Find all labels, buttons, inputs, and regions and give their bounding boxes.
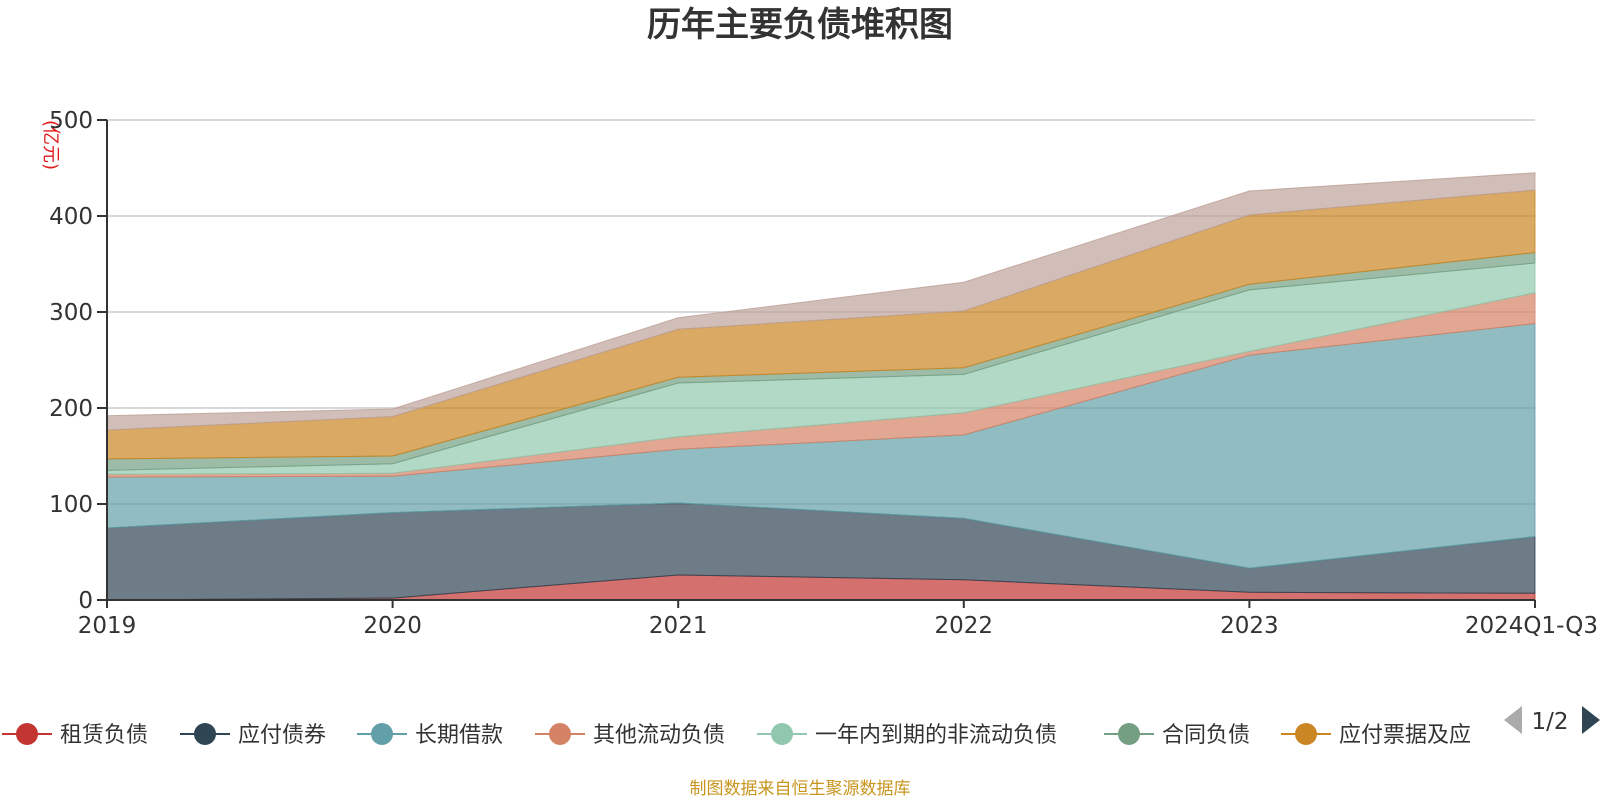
legend-label: 租赁负债 <box>60 723 148 748</box>
x-tick-label: 2024Q1-Q3 <box>1465 613 1598 639</box>
legend-label: 一年内到期的非流动负债 <box>815 723 1057 748</box>
legend-next-icon[interactable] <box>1582 706 1600 734</box>
y-axis-unit: (亿元) <box>40 120 61 170</box>
legend-marker-icon <box>194 723 216 745</box>
legend-item[interactable]: 租赁负债 <box>2 723 148 748</box>
legend-label: 其他流动负债 <box>593 723 725 748</box>
y-tick-label: 500 <box>49 108 93 134</box>
legend-item[interactable]: 应付票据及应 <box>1281 723 1471 748</box>
legend-page-indicator: 1/2 <box>1531 709 1568 735</box>
legend-label: 合同负债 <box>1162 723 1250 748</box>
legend-item[interactable]: 应付债券 <box>180 723 326 748</box>
legend-marker-icon <box>549 723 571 745</box>
x-tick-label: 2023 <box>1220 613 1279 639</box>
legend-label: 长期借款 <box>415 723 503 748</box>
axes: 0 100 200 300 400 500 2019 2020 2021 2022 2023 2024… <box>49 108 1598 639</box>
x-tick-label: 2020 <box>363 613 422 639</box>
chart-title: 历年主要负债堆积图 <box>647 5 953 45</box>
y-tick-label: 400 <box>49 204 93 230</box>
legend-marker-icon <box>1118 723 1140 745</box>
y-tick-label: 300 <box>49 300 93 326</box>
legend-label: 应付债券 <box>238 723 326 748</box>
source-note: 制图数据来自恒生聚源数据库 <box>690 779 911 799</box>
y-tick-label: 100 <box>49 492 93 518</box>
y-tick-label: 0 <box>78 588 93 614</box>
legend-marker-icon <box>771 723 793 745</box>
y-tick-label: 200 <box>49 396 93 422</box>
x-tick-label: 2019 <box>78 613 137 639</box>
legend-item[interactable]: 合同负债 <box>1104 723 1250 748</box>
legend-prev-icon[interactable] <box>1504 706 1522 734</box>
x-tick-label: 2022 <box>935 613 994 639</box>
legend-item[interactable]: 一年内到期的非流动负债 <box>757 723 1057 748</box>
legend-pager: 1/2 <box>1504 706 1600 735</box>
area-series-7[interactable] <box>106 172 1536 431</box>
legend-marker-icon <box>16 723 38 745</box>
legend-marker-icon <box>371 723 393 745</box>
legend-label: 应付票据及应 <box>1339 723 1471 748</box>
series-areas <box>106 172 1536 601</box>
legend-item[interactable]: 长期借款 <box>357 723 503 748</box>
legend-marker-icon <box>1295 723 1317 745</box>
legend-item[interactable]: 其他流动负债 <box>535 723 725 748</box>
legend: 租赁负债 应付债券 长期借款 其他流动负债 一年内到期的非流动负债 合同负债 应付票据及应 <box>2 723 1471 748</box>
x-tick-label: 2021 <box>649 613 708 639</box>
